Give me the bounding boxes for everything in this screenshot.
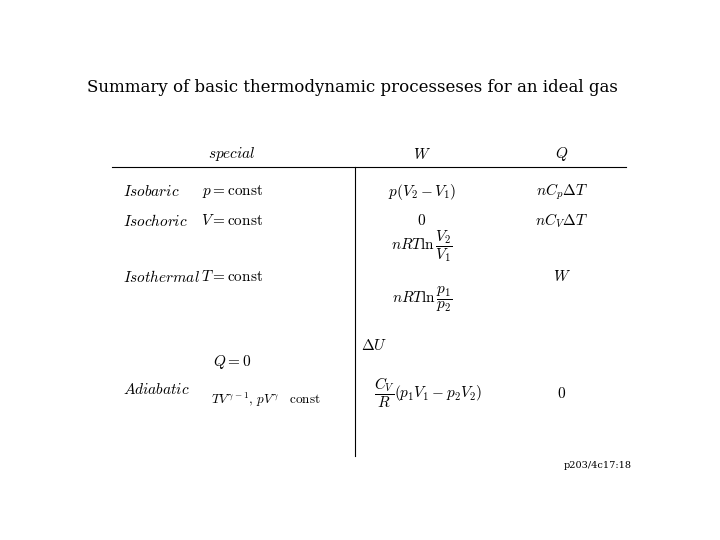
Text: $nC_p\Delta T$: $nC_p\Delta T$ (536, 181, 588, 202)
Text: $\mathit{W}$: $\mathit{W}$ (552, 269, 570, 285)
Text: $\mathit{Isochoric}$: $\mathit{Isochoric}$ (124, 213, 188, 229)
Text: $0$: $0$ (557, 386, 566, 401)
Text: $Q = 0$: $Q = 0$ (213, 353, 251, 371)
Text: $\mathit{Q}$: $\mathit{Q}$ (555, 145, 568, 163)
Text: Summary of basic thermodynamic processeses for an ideal gas: Summary of basic thermodynamic processes… (87, 79, 618, 96)
Text: $nRT\ln\dfrac{V_2}{V_1}$: $nRT\ln\dfrac{V_2}{V_1}$ (391, 228, 453, 264)
Text: $p(V_2 - V_1)$: $p(V_2 - V_1)$ (388, 181, 456, 201)
Text: $\mathit{special}$: $\mathit{special}$ (208, 145, 256, 163)
Text: $nRT\ln\dfrac{p_1}{p_2}$: $nRT\ln\dfrac{p_1}{p_2}$ (392, 285, 452, 314)
Text: $\dfrac{C_V}{R}(p_1V_1 - p_2V_2)$: $\dfrac{C_V}{R}(p_1V_1 - p_2V_2)$ (374, 376, 482, 410)
Text: $\mathit{Isobaric}$: $\mathit{Isobaric}$ (124, 184, 180, 199)
Text: $\mathit{Adiabatic}$: $\mathit{Adiabatic}$ (124, 382, 190, 396)
Text: $T = \mathrm{const}$: $T = \mathrm{const}$ (202, 269, 264, 285)
Text: $0$: $0$ (418, 213, 426, 228)
Text: $\mathit{Isothermal}$: $\mathit{Isothermal}$ (124, 269, 200, 285)
Text: $\mathit{W}$: $\mathit{W}$ (413, 147, 431, 161)
Text: $p = \mathrm{const}$: $p = \mathrm{const}$ (202, 183, 263, 200)
Text: $\Delta U$: $\Delta U$ (361, 338, 387, 353)
Text: p203/4c17:18: p203/4c17:18 (563, 461, 631, 470)
Text: $nC_V\Delta T$: $nC_V\Delta T$ (535, 212, 588, 230)
Text: $TV^{\gamma -1},\,pV^{\gamma}\quad\mathrm{const}$: $TV^{\gamma -1},\,pV^{\gamma}\quad\mathr… (211, 390, 320, 409)
Text: $V = \mathrm{const}$: $V = \mathrm{const}$ (202, 213, 264, 228)
